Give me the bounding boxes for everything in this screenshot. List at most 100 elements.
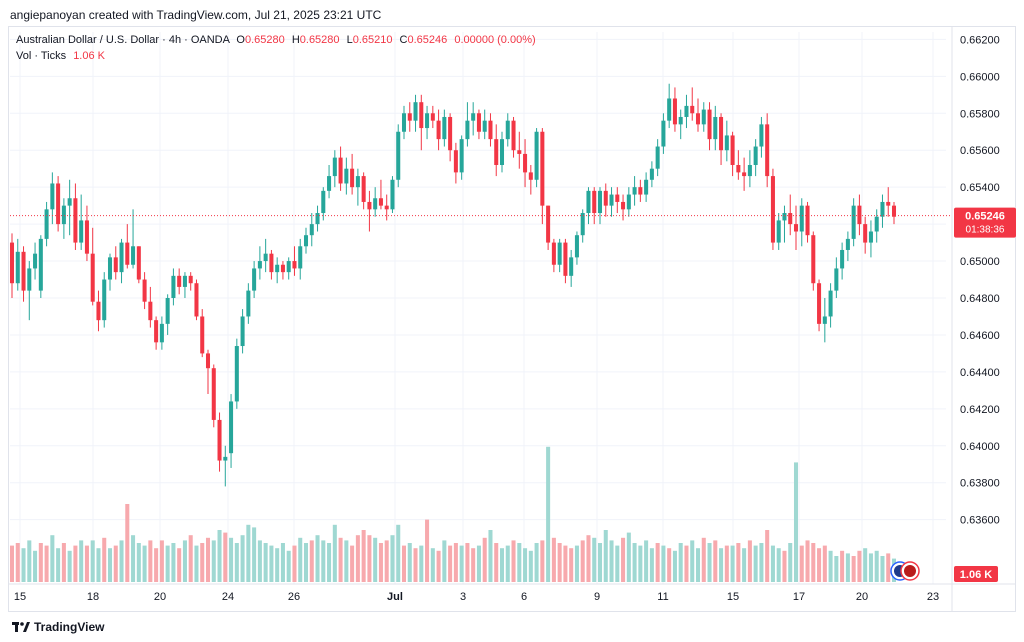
candle-body xyxy=(551,242,556,265)
volume-bar xyxy=(574,545,579,582)
volume-bar xyxy=(707,543,712,582)
y-tick-label: 0.64800 xyxy=(960,293,1000,305)
candle-body xyxy=(626,194,631,210)
candle-body xyxy=(436,120,441,140)
volume-bar xyxy=(644,540,649,582)
volume-bar xyxy=(355,535,360,582)
volume-bar xyxy=(367,535,372,582)
volume-bar xyxy=(280,543,285,582)
candle-body xyxy=(327,176,332,191)
volume-bar xyxy=(44,545,49,582)
candle-body xyxy=(886,201,891,206)
candle-body xyxy=(27,268,32,291)
candle-body xyxy=(38,238,43,291)
candle-body xyxy=(425,113,430,129)
volume-bar xyxy=(603,530,608,582)
volume-bar xyxy=(609,540,614,582)
volume-bar xyxy=(868,553,873,582)
candle-body xyxy=(61,205,66,225)
volume-bar xyxy=(373,537,378,582)
volume-bar xyxy=(119,540,124,582)
volume-bar xyxy=(131,535,136,582)
candle-body xyxy=(759,124,764,147)
volume-bar xyxy=(465,543,470,582)
candle-body xyxy=(586,190,591,214)
candle-body xyxy=(528,172,533,180)
candle-body xyxy=(678,116,683,125)
volume-bar xyxy=(523,548,528,582)
volume-legend: Vol · Ticks 1.06 K xyxy=(16,50,105,62)
candle-body xyxy=(649,168,654,180)
volume-bar xyxy=(632,543,637,582)
volume-bar xyxy=(361,530,366,582)
volume-bar xyxy=(540,540,545,582)
volume-bar xyxy=(107,548,113,582)
volume-bar xyxy=(471,548,476,582)
volume-bar xyxy=(817,548,822,582)
candle-body xyxy=(84,220,89,254)
candle-body xyxy=(834,268,839,291)
candle-body xyxy=(223,456,228,461)
volume-bar xyxy=(453,543,458,582)
candle-body xyxy=(540,131,545,206)
candle-body xyxy=(407,113,412,121)
candle-body xyxy=(355,176,360,188)
volume-bar xyxy=(223,532,228,582)
volume-bar xyxy=(857,550,862,582)
y-tick-label: 0.64000 xyxy=(960,441,1000,453)
candle-body xyxy=(159,323,164,343)
candle-body xyxy=(517,150,522,154)
candle-body xyxy=(286,261,291,273)
x-tick-label: 20 xyxy=(856,591,868,603)
volume-bar xyxy=(655,543,660,582)
volume-bar xyxy=(67,550,72,582)
volume-bar xyxy=(298,537,303,582)
chart-caption: angiepanoyan created with TradingView.co… xyxy=(10,8,382,22)
volume-bar xyxy=(177,548,182,582)
candle-body xyxy=(194,283,199,317)
volume-bar xyxy=(759,543,764,582)
volume-bar xyxy=(736,543,741,582)
candle-body xyxy=(695,113,701,125)
volume-bar xyxy=(661,545,666,582)
symbol-legend: Australian Dollar / U.S. Dollar · 4h · O… xyxy=(16,34,536,46)
candle-body xyxy=(90,253,95,302)
candle-body xyxy=(563,242,568,276)
candle-body xyxy=(33,253,38,269)
candle-body xyxy=(488,120,493,140)
candle-body xyxy=(9,242,15,284)
open-label: O xyxy=(236,34,245,46)
volume-bar xyxy=(793,462,799,582)
volume-label[interactable]: Vol · Ticks xyxy=(16,50,67,62)
volume-bar xyxy=(430,548,435,582)
candle-body xyxy=(655,146,660,169)
volume-bar xyxy=(390,535,395,582)
volume-bar xyxy=(384,540,389,582)
candle-body xyxy=(240,316,245,347)
volume-bar xyxy=(886,553,891,582)
volume-bar xyxy=(15,543,20,582)
tradingview-footer[interactable]: TradingView xyxy=(12,620,104,634)
volume-bar xyxy=(569,548,574,582)
volume-bar xyxy=(378,543,383,582)
candle-body xyxy=(603,190,608,206)
volume-bar xyxy=(33,550,38,582)
candle-body xyxy=(217,419,222,461)
candle-body xyxy=(523,153,528,173)
candle-body xyxy=(840,249,845,269)
volume-bar xyxy=(551,537,556,582)
volume-bar xyxy=(782,550,787,582)
countdown-label: 01:38:36 xyxy=(966,225,1005,236)
volume-bar xyxy=(834,556,839,582)
candle-body xyxy=(713,116,718,140)
volume-bar xyxy=(811,543,816,582)
volume-bar xyxy=(182,540,187,582)
volume-bar xyxy=(684,545,689,582)
candle-body xyxy=(707,109,712,140)
symbol-name[interactable]: Australian Dollar / U.S. Dollar · 4h · O… xyxy=(16,34,230,46)
x-tick-label: 23 xyxy=(927,591,939,603)
candle-body xyxy=(494,139,499,165)
x-tick-label: 20 xyxy=(154,591,166,603)
candle-body xyxy=(793,224,799,232)
